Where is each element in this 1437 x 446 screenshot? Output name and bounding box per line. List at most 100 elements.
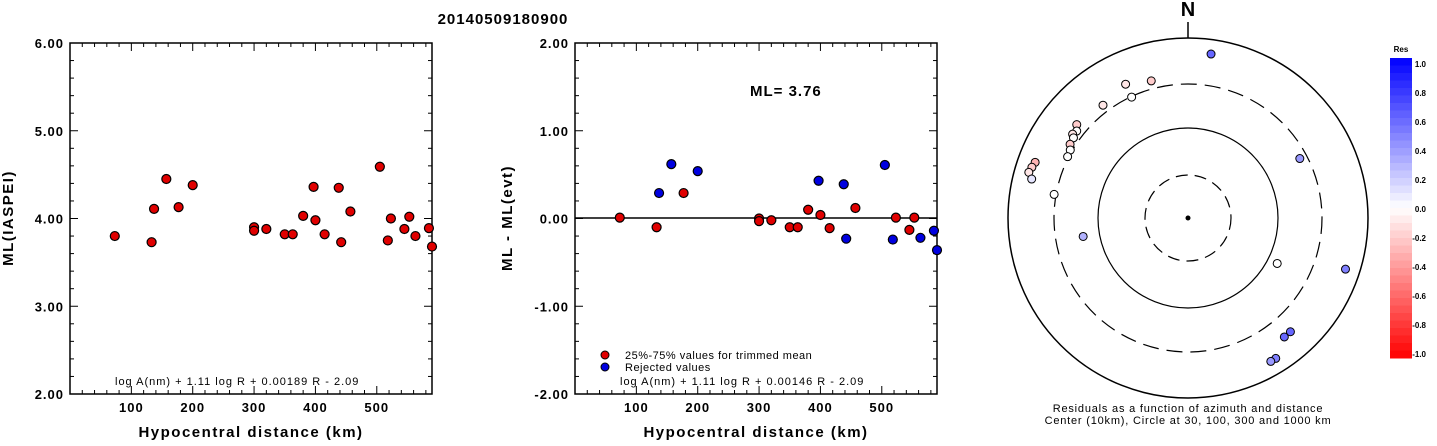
colorbar-tick-label: 0.2 (1415, 176, 1427, 185)
colorbar-segment (1390, 193, 1412, 201)
data-point (666, 158, 677, 170)
data-point (838, 179, 849, 190)
x-tick-label: 100 (119, 400, 144, 415)
data-point (653, 187, 665, 199)
formula-label: log A(nm) + 1.11 log R + 0.00189 R - 2.0… (115, 376, 359, 388)
data-point (813, 175, 824, 186)
station-marker (1206, 49, 1216, 59)
colorbar-segment (1390, 170, 1412, 179)
station-marker (1078, 231, 1088, 241)
circle-100km (1097, 127, 1279, 309)
colorbar-segment (1390, 148, 1412, 156)
ml-annotation: ML= 3.76 (750, 83, 822, 100)
colorbar-segment (1390, 230, 1412, 239)
colorbar-segment (1390, 305, 1412, 314)
colorbar-segment (1390, 298, 1412, 306)
data-point (173, 201, 184, 213)
data-point (678, 187, 689, 199)
legend-label-trimmed: 25%-75% values for trimmed mean (625, 350, 812, 362)
colorbar-tick-label: 0.0 (1415, 205, 1427, 214)
colorbar-segment (1390, 260, 1412, 269)
circle-30km (1144, 174, 1232, 262)
data-point (261, 223, 272, 235)
data-point (426, 241, 438, 252)
station-marker (1027, 174, 1037, 184)
y-tick-label: 0.00 (540, 212, 569, 227)
y-tick-label: 6.00 (35, 36, 64, 51)
data-point (399, 223, 410, 235)
colorbar-title: Res (1394, 45, 1409, 54)
data-point (146, 237, 157, 248)
colorbar-tick-label: -0.4 (1412, 263, 1426, 272)
colorbar-tick-label: 0.8 (1415, 89, 1427, 98)
data-point (766, 215, 777, 226)
data-point (345, 206, 356, 217)
colorbar-segment (1390, 283, 1412, 291)
station-marker (1127, 92, 1137, 102)
data-point (298, 210, 309, 221)
colorbar-segment (1390, 80, 1412, 89)
colorbar-segment (1390, 95, 1412, 104)
caption-line-2: Center (10km), Circle at 30, 100, 300 an… (1045, 415, 1332, 427)
data-point (382, 235, 393, 246)
colorbar-segment (1390, 328, 1412, 336)
data-point (803, 204, 814, 215)
station-marker (1121, 79, 1131, 89)
y-tick-label: 1.00 (540, 124, 569, 139)
legend-marker-rejected (600, 362, 610, 372)
residual-colorbar: Res 1.0 0.8 0.6 0.4 0.2 0.0 -0.2 -0.4 -0.6 -0.8 -1… (1390, 45, 1427, 359)
colorbar-segment (1390, 215, 1412, 224)
y-tick-label: 2.00 (35, 387, 64, 402)
y-tick-label: 4.00 (35, 212, 64, 227)
station-marker (1266, 356, 1276, 366)
colorbar-segment (1390, 350, 1412, 359)
colorbar-segment (1390, 268, 1412, 276)
data-point (333, 182, 344, 193)
x-tick-label: 500 (364, 400, 389, 415)
colorbar-segment (1390, 223, 1412, 231)
colorbar-segment (1390, 313, 1412, 321)
station-marker (1340, 264, 1350, 274)
station-marker (1063, 152, 1073, 162)
y-tick-label: 5.00 (35, 124, 64, 139)
colorbar-tick-label: 1.0 (1415, 60, 1427, 69)
data-point (824, 223, 835, 234)
data-point (310, 215, 321, 226)
plot-frame (69, 42, 433, 395)
y-tick-label: -2.00 (534, 387, 569, 402)
data-point (385, 213, 396, 224)
y-tick-label: 2.00 (540, 36, 569, 51)
data-point (692, 166, 703, 177)
colorbar-segment (1390, 140, 1412, 149)
y-tick-label: -1.00 (534, 299, 569, 314)
data-point (815, 209, 826, 221)
north-label: N (1181, 0, 1195, 21)
data-point (931, 244, 943, 256)
station-marker (1295, 154, 1305, 164)
data-point (904, 224, 915, 236)
data-point (410, 230, 421, 242)
data-point (890, 212, 901, 223)
x-tick-label: 300 (747, 400, 772, 415)
colorbar-segment (1390, 343, 1412, 351)
station-marker (1098, 100, 1108, 110)
data-point (287, 229, 298, 240)
x-axis-label: Hypocentral distance (km) (138, 424, 363, 441)
colorbar-segment (1390, 245, 1412, 254)
station-marker (1049, 189, 1059, 199)
colorbar-segment (1390, 238, 1412, 246)
colorbar-tick-label: 0.4 (1415, 147, 1427, 156)
data-point (161, 173, 172, 185)
station-marker (1272, 258, 1282, 268)
epicenter-dot (1185, 215, 1191, 221)
data-point (651, 222, 662, 233)
data-point (336, 237, 347, 248)
data-point (887, 234, 898, 245)
colorbar-segment (1390, 155, 1412, 164)
colorbar-segment (1390, 110, 1412, 119)
station-marker (1146, 76, 1156, 86)
colorbar-segment (1390, 133, 1412, 141)
colorbar-segment (1390, 103, 1412, 111)
colorbar-tick-label: -1.0 (1412, 350, 1426, 359)
data-point (374, 161, 385, 172)
